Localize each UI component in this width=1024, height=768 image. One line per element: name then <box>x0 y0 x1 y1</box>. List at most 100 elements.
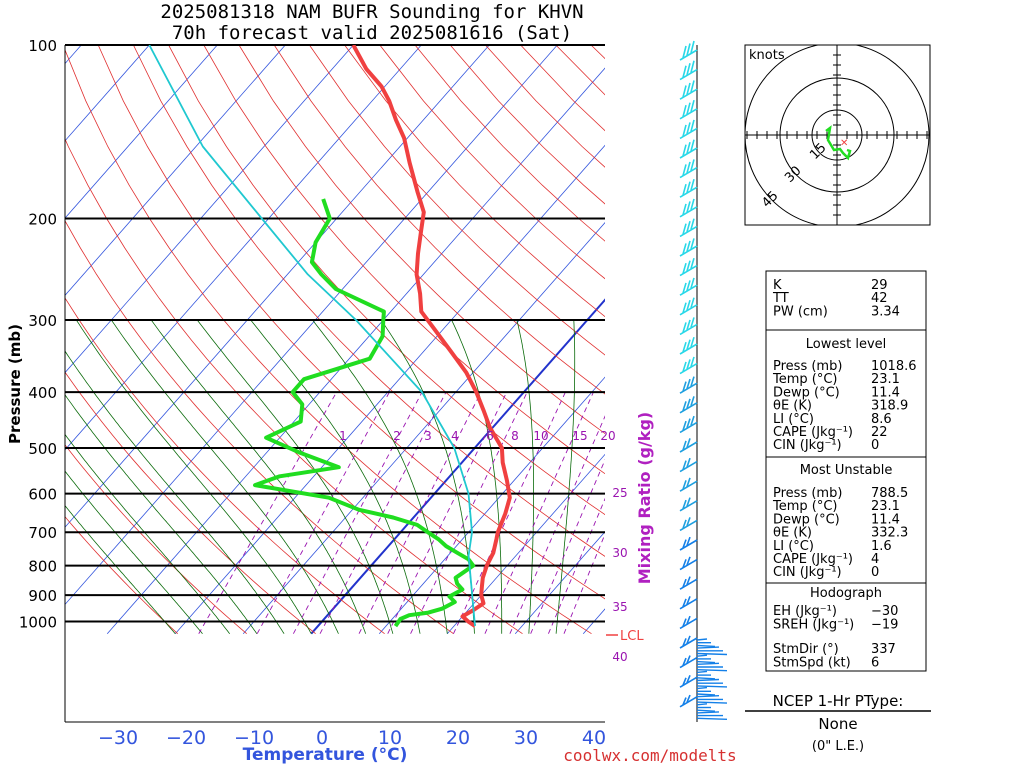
y-tick-label: 200 <box>28 211 57 229</box>
x-tick-label: −10 <box>234 727 274 749</box>
wind-barb <box>679 497 698 512</box>
wind-barb <box>679 60 698 81</box>
wind-barb <box>679 317 698 336</box>
moist-adiabat-line <box>516 320 534 634</box>
wind-barb <box>679 238 698 257</box>
index-name: SREH (Jkg⁻¹) <box>773 618 854 633</box>
isotherm-line <box>65 45 490 528</box>
index-name: PW (cm) <box>773 304 828 319</box>
mixing-ratio-value-label: 8 <box>511 429 519 443</box>
index-name: θE (K) <box>773 399 812 414</box>
wind-barb <box>679 675 698 688</box>
wind-barb <box>696 644 716 648</box>
pressure-grid <box>65 44 605 623</box>
index-value: −30 <box>871 604 898 619</box>
dry-adiabat-line <box>65 516 178 634</box>
wind-barb <box>679 635 698 649</box>
index-value: −19 <box>871 618 898 633</box>
mixing-ratio-value-label: 1 <box>339 429 347 443</box>
wind-barb <box>696 711 720 714</box>
wind-barb <box>679 517 698 532</box>
wind-barb <box>696 652 728 656</box>
freezing-isotherm <box>310 298 605 635</box>
storm-motion-marker: ✕ <box>840 138 848 149</box>
index-value: 11.4 <box>871 385 900 400</box>
dry-adiabat-line <box>309 45 605 356</box>
wind-barb <box>696 678 720 682</box>
wind-barb <box>679 576 698 590</box>
index-value: 6 <box>871 656 879 671</box>
sounding-series <box>148 45 512 628</box>
index-value: 1.6 <box>871 539 892 554</box>
index-value: 23.1 <box>871 372 900 387</box>
isotherm-line <box>378 376 605 634</box>
dry-adiabat-line <box>65 138 523 635</box>
x-tick-label: −20 <box>166 727 206 749</box>
wind-barb <box>679 356 698 375</box>
wind-barb <box>679 694 698 708</box>
dry-adiabat-line <box>65 48 592 635</box>
wind-barb <box>679 438 698 453</box>
wind-barb <box>679 556 698 571</box>
wind-barb <box>679 396 698 414</box>
chart-subtitle: 70h forecast valid 2025081616 (Sat) <box>172 22 572 44</box>
index-name: Press (mb) <box>773 359 842 374</box>
isotherm-line <box>242 222 605 634</box>
dry-adiabat-line <box>97 45 605 600</box>
wind-barb <box>679 477 698 492</box>
index-name: CIN (Jkg⁻¹) <box>773 438 842 453</box>
index-name: EH (Jkg⁻¹) <box>773 604 837 619</box>
x-tick-label: 20 <box>446 727 470 749</box>
index-value: 337 <box>871 642 896 657</box>
mixing-ratio-value-label: 40 <box>612 650 627 664</box>
wind-barb <box>679 179 698 198</box>
dry-adiabat-line <box>344 45 605 318</box>
mixing-ratio-value-label: 10 <box>533 429 548 443</box>
ptype-value: None <box>818 715 857 733</box>
wind-barb <box>696 685 728 688</box>
wind-barb <box>696 695 720 698</box>
mixing-ratio-line <box>256 391 390 634</box>
x-tick-label: −30 <box>98 727 138 749</box>
index-name: Dewp (°C) <box>773 512 840 527</box>
index-name: TT <box>772 291 789 306</box>
dry-adiabat-line <box>65 297 385 635</box>
x-tick-label: 40 <box>582 727 606 749</box>
x-tick-label: 30 <box>514 727 538 749</box>
index-name: Press (mb) <box>773 486 842 501</box>
y-axis-label: Pressure (mb) <box>6 324 24 444</box>
dry-adiabat-line <box>65 219 454 635</box>
mixing-ratio-value-label: 30 <box>612 546 627 560</box>
dry-adiabat-line <box>65 444 247 635</box>
moist-adiabat-line <box>65 433 231 634</box>
hodograph: ✕ <box>745 45 930 225</box>
index-name: Dewp (°C) <box>773 385 840 400</box>
index-value: 22 <box>871 425 888 440</box>
isotherm-line <box>174 144 605 634</box>
lcl-label: LCL <box>620 629 644 644</box>
parcel-profile-line <box>148 45 476 627</box>
wind-barb <box>679 297 698 316</box>
x-tick-label: 10 <box>378 727 402 749</box>
moist-adiabat-line <box>65 394 258 634</box>
wind-barb <box>696 670 708 674</box>
moist-adiabat-line <box>76 319 312 634</box>
index-name: StmDir (°) <box>773 642 839 657</box>
mixing-ratio-line <box>509 415 605 634</box>
wind-barb <box>679 376 698 394</box>
index-name: StmSpd (kt) <box>773 656 851 671</box>
isotherm-line <box>65 45 286 296</box>
y-tick-label: 500 <box>28 440 57 458</box>
dry-adiabat-line <box>273 45 605 395</box>
mixing-ratio-value-label: 20 <box>600 429 615 443</box>
moist-adiabat-line <box>196 319 394 634</box>
wind-barb <box>696 646 720 649</box>
y-tick-labels: 100 200 300 400 500 600 700 800 900 1000 <box>19 37 57 632</box>
moist-adiabat-line <box>111 319 339 634</box>
wind-barb <box>679 277 698 296</box>
wind-barb <box>696 669 728 672</box>
isotherm-line <box>65 45 558 606</box>
index-value: 318.9 <box>871 399 908 414</box>
wind-barb <box>679 536 698 551</box>
